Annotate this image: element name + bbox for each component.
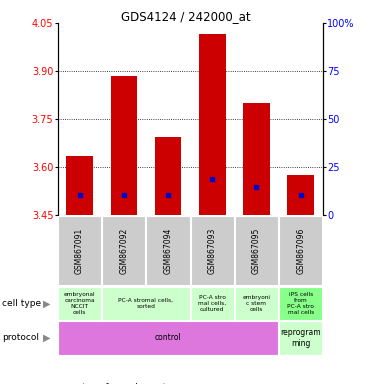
Bar <box>235 287 278 320</box>
Text: protocol: protocol <box>2 333 39 343</box>
Text: GSM867096: GSM867096 <box>296 227 305 274</box>
Bar <box>279 287 322 320</box>
Text: GDS4124 / 242000_at: GDS4124 / 242000_at <box>121 10 250 23</box>
Bar <box>58 216 101 285</box>
Text: iPS cells
from
PC-A stro
mal cells: iPS cells from PC-A stro mal cells <box>287 292 314 314</box>
Bar <box>199 34 226 215</box>
Text: embryonal
carcinoma
NCCIT
cells: embryonal carcinoma NCCIT cells <box>64 292 95 314</box>
Bar <box>279 216 322 285</box>
Bar <box>155 137 181 215</box>
Text: cell type: cell type <box>2 299 41 308</box>
Text: GSM867095: GSM867095 <box>252 227 261 274</box>
Text: GSM867091: GSM867091 <box>75 227 84 274</box>
Bar <box>102 216 145 285</box>
Bar <box>279 321 322 354</box>
Text: ▶: ▶ <box>43 333 50 343</box>
Text: transformed count: transformed count <box>82 383 166 384</box>
Bar <box>243 103 270 215</box>
Bar <box>66 156 93 215</box>
Bar <box>288 175 314 215</box>
Text: control: control <box>155 333 181 343</box>
Bar <box>111 76 137 215</box>
Text: embryoni
c stem
cells: embryoni c stem cells <box>243 295 270 312</box>
Text: reprogram
ming: reprogram ming <box>280 328 321 348</box>
Text: PC-A stro
mal cells,
cultured: PC-A stro mal cells, cultured <box>198 295 226 312</box>
Bar <box>102 287 190 320</box>
Bar <box>58 321 278 354</box>
Bar <box>191 216 234 285</box>
Text: GSM867094: GSM867094 <box>164 227 173 274</box>
Bar <box>147 216 190 285</box>
Text: GSM867093: GSM867093 <box>208 227 217 274</box>
Text: ■: ■ <box>61 383 70 384</box>
Text: ▶: ▶ <box>43 298 50 308</box>
Text: PC-A stromal cells,
sorted: PC-A stromal cells, sorted <box>118 298 173 309</box>
Bar <box>191 287 234 320</box>
Bar <box>58 287 101 320</box>
Bar <box>235 216 278 285</box>
Text: GSM867092: GSM867092 <box>119 227 128 274</box>
